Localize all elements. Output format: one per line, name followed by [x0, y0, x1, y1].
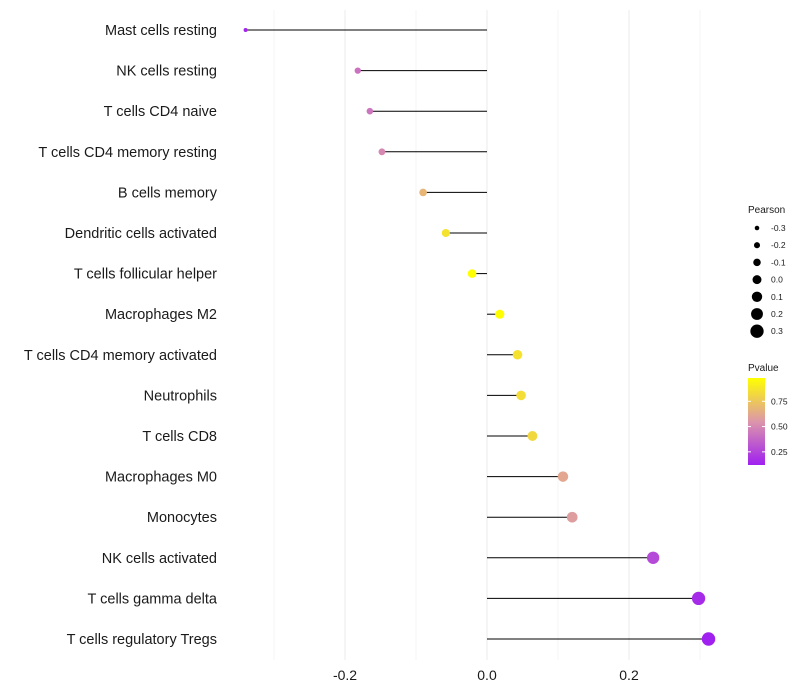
lollipop-dot	[646, 551, 660, 564]
lollipop-dot	[419, 188, 427, 197]
pearson-legend-label: 0.3	[771, 326, 783, 336]
pearson-legend-label: -0.1	[771, 257, 786, 267]
category-label: T cells CD4 naive	[104, 104, 217, 120]
pearson-legend-dot	[751, 291, 763, 302]
lollipop-dot	[441, 228, 450, 238]
pvalue-legend-title: Pvalue	[748, 363, 779, 374]
lollipop-dots	[243, 28, 716, 646]
category-label: T cells CD4 memory resting	[38, 145, 217, 161]
pearson-legend-title: Pearson	[748, 205, 785, 216]
lollipop-stems	[245, 29, 709, 640]
category-label: B cells memory	[118, 185, 218, 201]
x-tick-label: 0.0	[477, 667, 497, 683]
x-tick-label: -0.2	[333, 667, 357, 683]
pearson-legend-dot	[753, 258, 761, 267]
lollipop-dot	[512, 350, 523, 360]
pearson-legend-label: 0.1	[771, 292, 783, 302]
category-label: Macrophages M2	[105, 307, 217, 323]
x-axis-tick-labels: -0.2 0.0 0.2	[333, 667, 639, 683]
category-label: Macrophages M0	[105, 470, 217, 486]
pearson-legend-label: -0.2	[771, 240, 786, 250]
lollipop-dot	[691, 591, 706, 606]
lollipop-dot	[366, 107, 374, 115]
lollipop-dot	[243, 28, 248, 32]
category-label: NK cells resting	[116, 64, 217, 80]
pearson-legend-label: -0.3	[771, 223, 786, 233]
lollipop-dot	[701, 632, 716, 646]
lollipop-dot	[467, 269, 477, 278]
gridlines	[273, 10, 701, 660]
pearson-legend-dot	[754, 225, 760, 231]
category-label: T cells CD4 memory activated	[24, 348, 217, 364]
pvalue-legend-label: 0.25	[771, 447, 788, 457]
lollipop-dot	[378, 148, 386, 156]
pvalue-legend-label: 0.75	[771, 396, 788, 406]
pearson-legend-dot	[751, 308, 763, 320]
lollipop-dot	[354, 67, 361, 74]
category-label: T cells CD8	[142, 429, 217, 445]
pearson-size-legend: Pearson -0.3 -0.2 -0.1 0.0 0.1 0.2 0.3	[748, 205, 786, 338]
pearson-legend-label: 0.2	[771, 309, 783, 319]
pearson-legend-dot	[750, 324, 764, 338]
pearson-legend-dot	[753, 242, 761, 249]
pvalue-legend-label: 0.50	[771, 422, 788, 432]
category-label: T cells regulatory Tregs	[67, 632, 217, 648]
pearson-legend-label: 0.0	[771, 275, 783, 285]
pvalue-color-legend: Pvalue 0.75 0.50 0.25	[748, 363, 788, 465]
category-label: Monocytes	[147, 510, 217, 526]
category-label: T cells gamma delta	[88, 591, 218, 607]
category-label: NK cells activated	[102, 551, 217, 567]
x-tick-label: 0.2	[619, 667, 639, 683]
pvalue-colorbar	[748, 378, 765, 465]
lollipop-dot	[566, 511, 578, 523]
category-label: Mast cells resting	[105, 23, 217, 39]
lollipop-dot	[495, 309, 505, 319]
category-label: Neutrophils	[144, 388, 217, 404]
lollipop-dot	[516, 390, 526, 401]
category-label: T cells follicular helper	[74, 267, 217, 283]
category-label: Dendritic cells activated	[65, 226, 217, 242]
pearson-legend-dot	[752, 275, 762, 285]
category-labels: Mast cells resting NK cells resting T cell…	[24, 23, 218, 648]
lollipop-dot	[557, 471, 569, 482]
lollipop-dot	[527, 431, 538, 441]
